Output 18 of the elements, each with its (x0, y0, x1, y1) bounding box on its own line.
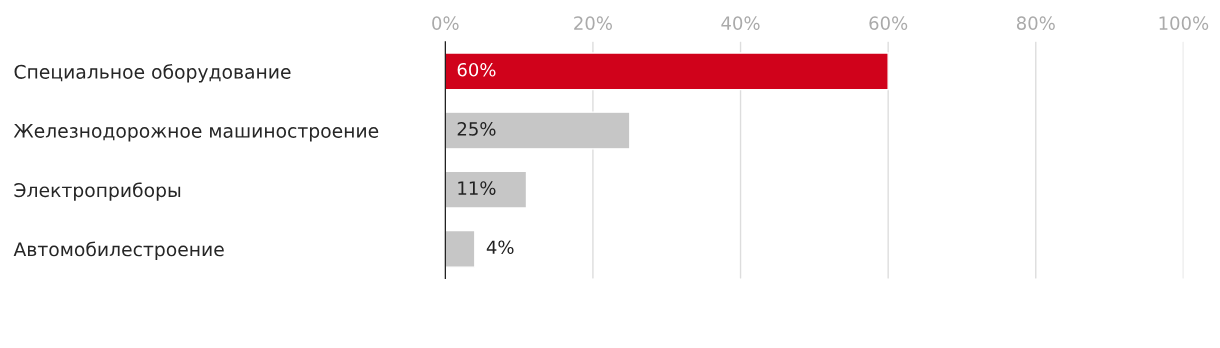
y-tick-label: Специальное оборудование (14, 64, 291, 83)
bar (445, 52, 889, 91)
x-tick-label: 0% (432, 16, 459, 30)
x-tick-label: 20% (574, 16, 612, 30)
data-label: 60% (457, 62, 496, 77)
y-tick-label: Железнодорожное машиностроение (13, 123, 379, 142)
x-tick-label: 80% (1016, 16, 1055, 30)
bar (445, 170, 528, 209)
bar (445, 111, 631, 150)
x-tick-label: 100% (1159, 16, 1209, 30)
x-tick-label: 40% (721, 16, 760, 30)
bar (445, 229, 476, 268)
data-label: 4% (486, 240, 514, 255)
y-tick-label: Автомобилестроение (13, 241, 224, 260)
y-tick-label: Электроприборы (14, 182, 181, 201)
data-label: 11% (458, 181, 496, 195)
data-label: 25% (457, 122, 496, 136)
x-tick-label: 60% (869, 16, 908, 30)
